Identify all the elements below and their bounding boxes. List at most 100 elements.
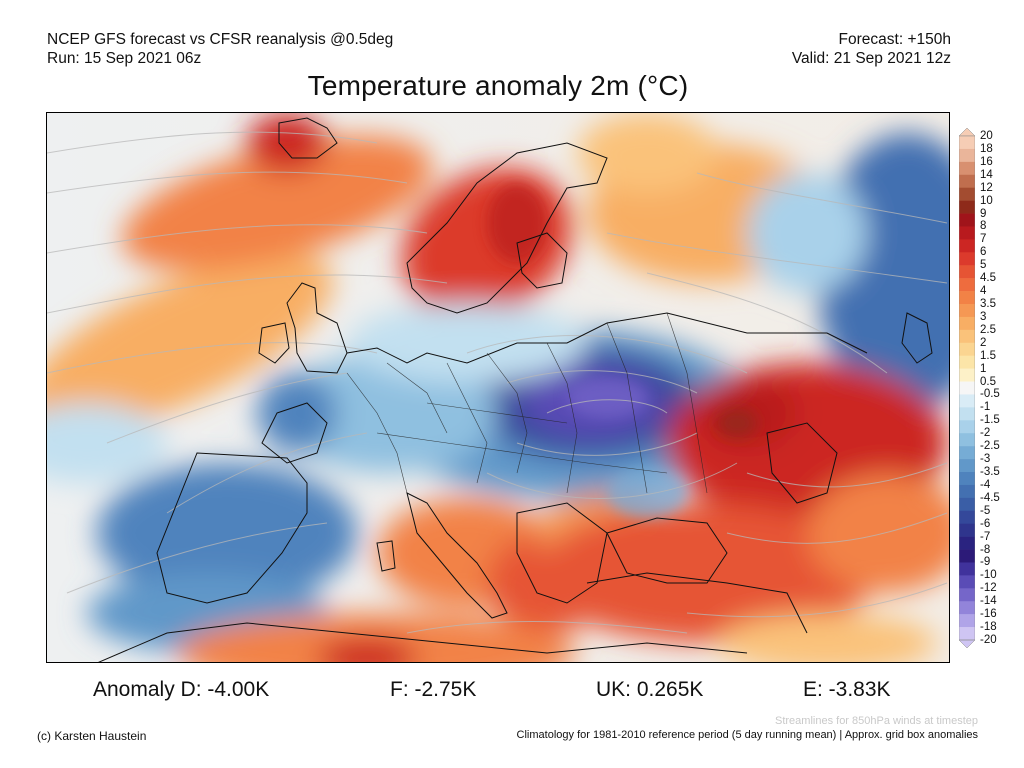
colorbar-label: -4: [980, 478, 991, 491]
climatology-note: Climatology for 1981-2010 reference peri…: [516, 729, 978, 741]
colorbar-swatch: [959, 588, 975, 602]
iceland-outline: [278, 117, 338, 159]
header-left: NCEP GFS forecast vs CFSR reanalysis @0.…: [47, 30, 393, 68]
colorbar-swatch: [959, 226, 975, 240]
colorbar-label: 7: [980, 233, 987, 246]
colorbar-swatch: [959, 213, 975, 227]
forecast-hour: Forecast: +150h: [838, 31, 951, 48]
colorbar-swatch: [959, 174, 975, 188]
colorbar-label: -20: [980, 634, 997, 646]
colorbar-swatch: [959, 316, 975, 331]
colorbar-swatch: [959, 523, 975, 537]
anomaly-map-graphic: [47, 113, 949, 662]
stat-germany: Anomaly D: -4.00K: [93, 678, 270, 701]
colorbar-swatch: [959, 304, 975, 318]
turkey-coast: [586, 572, 808, 634]
colorbar-label: 6: [980, 246, 987, 259]
colorbar-label: 4: [980, 285, 987, 298]
colorbar-swatch: [959, 252, 975, 266]
colorbar-label: -5: [980, 504, 991, 517]
colorbar-swatch: [959, 536, 975, 550]
colorbar-label: 18: [980, 142, 993, 155]
aral-outline: [901, 312, 933, 364]
colorbar-label: -8: [980, 543, 991, 556]
colorbar-swatch: [959, 484, 975, 499]
iberia-outline: [156, 452, 308, 604]
colorbar-label: 2.5: [980, 323, 996, 336]
colorbar-swatch: [959, 355, 975, 369]
caspian-outline: [766, 422, 838, 504]
north-coast-line: [346, 312, 868, 364]
colorbar-swatch: [959, 329, 975, 344]
model-description: NCEP GFS forecast vs CFSR reanalysis @0.…: [47, 31, 394, 48]
colorbar-label: -1: [980, 401, 991, 414]
colorbar-label: -7: [980, 530, 991, 543]
ireland-outline: [258, 322, 290, 364]
colorbar-swatch: [959, 239, 975, 253]
colorbar-label: 4.5: [980, 272, 996, 285]
colorbar-swatch: [959, 459, 975, 473]
colorbar-swatch: [959, 278, 975, 292]
anomaly-map: [46, 112, 950, 663]
stat-england: E: -3.83K: [803, 678, 891, 701]
colorbar-swatch: [959, 446, 975, 460]
colorbar-swatch: [959, 472, 975, 486]
colorbar-label: 1: [980, 362, 987, 375]
colorbar-swatch: [959, 433, 975, 447]
header-right: Forecast: +150h Valid: 21 Sep 2021 12z: [792, 30, 951, 68]
colorbar-label: -18: [980, 621, 997, 634]
colorbar-swatch: [959, 510, 975, 524]
colorbar-swatch: [959, 187, 975, 201]
scandinavia-outline: [406, 142, 608, 314]
colorbar-label: -6: [980, 517, 991, 530]
colorbar-label: 5: [980, 259, 987, 272]
colorbar-swatch: [959, 342, 975, 356]
colorbar-swatch: [959, 200, 975, 214]
colorbar-swatch: [959, 148, 975, 163]
colorbar-label: -2: [980, 427, 991, 440]
run-time: Run: 15 Sep 2021 06z: [47, 50, 202, 67]
colorbar-swatch: [959, 562, 975, 576]
colorbar: [959, 128, 975, 648]
colorbar-label: 14: [980, 168, 993, 181]
colorbar-swatch: [959, 575, 975, 589]
colorbar-label: 3: [980, 310, 987, 323]
colorbar-swatch: [959, 420, 975, 434]
valid-time: Valid: 21 Sep 2021 12z: [791, 50, 951, 67]
colorbar-label: -12: [980, 582, 997, 595]
colorbar-label: 8: [980, 220, 987, 233]
colorbar-label: -16: [980, 608, 997, 621]
colorbar-label: 10: [980, 194, 993, 207]
streamlines-note: Streamlines for 850hPa winds at timestep: [775, 715, 978, 727]
colorbar-swatch: [959, 407, 975, 421]
colorbar-label: -0.5: [980, 388, 1000, 401]
colorbar-label: -9: [980, 556, 991, 569]
colorbar-bottom-arrow: [959, 639, 975, 648]
colorbar-label: 12: [980, 181, 993, 194]
colorbar-label: -14: [980, 595, 997, 608]
stat-uk: UK: 0.265K: [596, 678, 704, 701]
colorbar-label: -3.5: [980, 466, 1000, 478]
balkans-outline: [516, 502, 608, 604]
colorbar-swatch: [959, 291, 975, 305]
colorbar-label: -3: [980, 453, 991, 466]
colorbar-label: 0.5: [980, 375, 996, 388]
colorbar-label: -1.5: [980, 414, 1000, 427]
colorbar-swatch: [959, 601, 975, 615]
colorbar-swatch: [959, 497, 975, 512]
baltic-sea-outline: [516, 232, 568, 289]
north-africa-coast: [98, 622, 748, 662]
black-sea-outline: [606, 517, 728, 584]
colorbar-swatch: [959, 265, 975, 279]
colorbar-label: 9: [980, 207, 987, 220]
colorbar-top-arrow: [959, 128, 975, 137]
credit: (c) Karsten Haustein: [37, 729, 147, 743]
colorbar-label: -2.5: [980, 440, 1000, 453]
coastlines: [98, 117, 933, 662]
colorbar-swatch: [959, 549, 975, 563]
wind-streamlines: [47, 131, 948, 634]
colorbar-swatch: [959, 394, 975, 408]
colorbar-swatch: [959, 161, 975, 176]
brittany-outline: [261, 402, 328, 464]
colorbar-label: -10: [980, 569, 997, 582]
